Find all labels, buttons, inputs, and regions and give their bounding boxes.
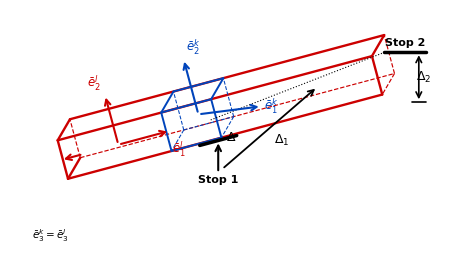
Text: $\bar{e}_2^k$: $\bar{e}_2^k$ [186, 37, 201, 57]
Text: $\Delta$: $\Delta$ [227, 131, 237, 144]
Text: Stop 1: Stop 1 [198, 175, 238, 185]
Text: Stop 2: Stop 2 [385, 38, 426, 48]
Text: $\Delta_2$: $\Delta_2$ [416, 70, 431, 85]
Text: $\Delta_1$: $\Delta_1$ [273, 133, 289, 148]
Text: $\bar{e}_1^k$: $\bar{e}_1^k$ [264, 97, 278, 116]
Text: $\bar{e}_3^k = \bar{e}_3^l$: $\bar{e}_3^k = \bar{e}_3^l$ [32, 228, 69, 245]
Text: $\bar{e}_2^l$: $\bar{e}_2^l$ [87, 73, 100, 93]
Text: $\bar{e}_1^l$: $\bar{e}_1^l$ [172, 139, 185, 159]
